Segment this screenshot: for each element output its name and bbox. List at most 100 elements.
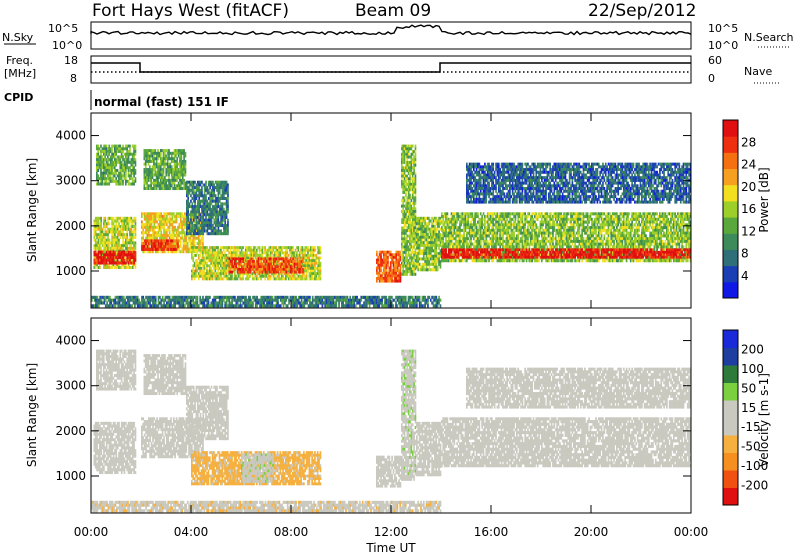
power-cell [135,217,137,220]
freq-panel [91,56,691,83]
power-cell [118,241,120,244]
power-cell [121,177,123,180]
power-cell [151,223,153,226]
power-cell [198,237,200,240]
power-cell [102,228,104,231]
power-cell [102,230,104,233]
power-cell [135,241,137,244]
power-cell [95,251,97,254]
power-cell [135,180,137,183]
power-cell [164,160,166,163]
power-cell [117,259,119,262]
power-cell [135,161,137,164]
cpid-text: normal (fast) 151 IF [94,95,229,109]
power-cell [181,226,183,229]
power-cell [169,231,171,234]
power-cell [177,242,179,245]
power-cell [132,164,134,167]
power-cell [99,147,101,150]
power-cell [164,152,166,155]
power-cell [111,266,113,269]
power-cell [113,259,115,262]
power-cell [122,155,124,158]
power-cell [114,253,116,256]
freq-unit: [MHz] [4,67,36,80]
power-cell [132,233,134,236]
power-cell [155,242,157,245]
freq-tick-top: 18 [64,54,78,67]
power-cell [125,183,127,186]
power-cell [169,229,171,232]
power-cell [135,228,137,231]
power-cell [129,145,131,148]
date-title: 22/Sep/2012 [588,1,696,21]
nsearch-label: N.Search [744,31,794,44]
power-cell [106,145,108,148]
power-cell [165,245,167,248]
power-cell [148,242,150,245]
power-cell [176,220,178,223]
power-cell [135,150,137,153]
power-cell [135,164,137,167]
power-cell [111,150,113,153]
power-cell [117,236,119,239]
power-cell [148,231,150,234]
power-cell [194,242,196,245]
power-cell [150,184,152,187]
power-cell [180,239,182,242]
power-cell [107,236,109,239]
power-cell [126,233,128,236]
power-cell [166,223,168,226]
power-cell [108,183,110,186]
power-cell [169,226,171,229]
power-cell [131,244,133,247]
power-cell [160,212,162,215]
nsearch-tick-top: 10^5 [708,22,738,35]
power-cell [172,245,174,248]
power-cell [115,222,117,225]
power-cell [183,229,185,232]
power-cell [109,239,111,242]
power-cell [163,171,165,174]
power-cell [166,237,168,240]
power-cell [174,245,176,248]
power-cell [99,266,101,269]
nsky-tick-bottom: 10^0 [52,39,82,52]
power-cell [100,222,102,225]
power-cell [173,212,175,215]
power-cell [95,239,97,242]
power-cell [100,169,102,172]
nsky-label: N.Sky [2,31,34,44]
power-cell [118,222,120,225]
power-cell [135,259,137,262]
power-cell [121,172,123,175]
power-cell [202,237,204,240]
power-cell [108,145,110,148]
power-cell [180,245,182,248]
power-cell [173,239,175,242]
power-cell [126,164,128,167]
power-cell [177,245,179,248]
nave-label: Nave [744,65,772,78]
power-cell [154,229,156,232]
power-cell [96,172,98,175]
power-cell [115,172,117,175]
power-cell [185,239,187,242]
power-cell [128,180,130,183]
power-cell [104,256,106,259]
power-cell [160,229,162,232]
power-cell [111,169,113,172]
power-cell [119,158,121,161]
nsearch-tick-bottom: 10^0 [708,39,738,52]
power-cell [163,248,165,251]
power-cell [125,169,127,172]
power-cell [163,226,165,229]
power-cell [129,150,131,153]
power-cell [152,176,154,179]
power-cell [149,165,151,168]
power-cell [156,160,158,163]
power-cell [130,174,132,177]
power-cell [202,242,204,245]
power-cell [120,236,122,239]
power-cell [102,251,104,254]
